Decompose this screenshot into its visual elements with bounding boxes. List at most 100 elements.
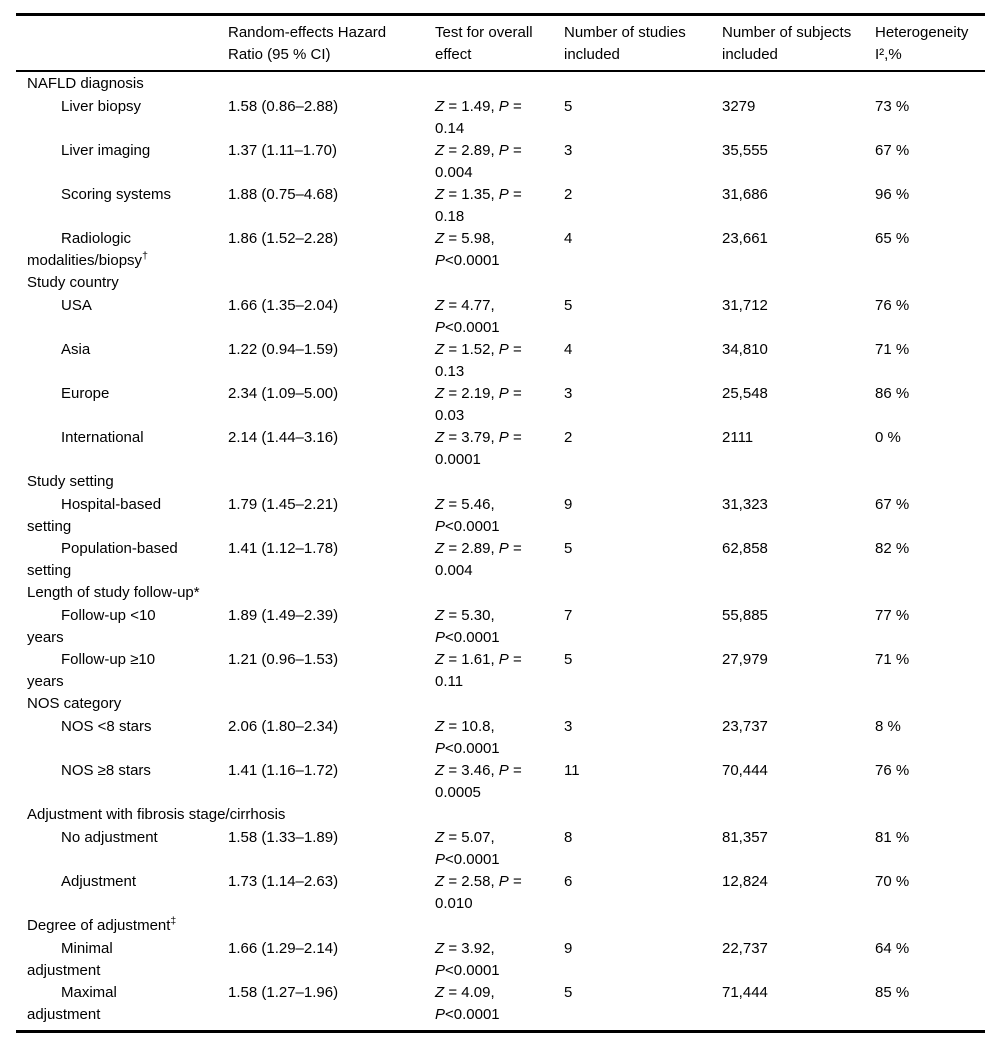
test-line: P<0.0001 [435,962,500,979]
test-line: 0.03 [435,407,465,424]
test-line: Z = 5.46, [435,496,495,513]
cell-heterogeneity: 77 % [875,607,910,624]
cell-label: Liver imaging [16,140,228,162]
cell-heterogeneity: 8 % [875,718,901,735]
label-line: years [27,673,64,690]
test-line: Z = 10.8, [435,718,495,735]
cell-label: Liver biopsy [16,96,228,118]
cell-studies: 11 [564,762,580,779]
table-body: NAFLD diagnosis Liver biopsy 1.58 (0.86–2.… [16,72,985,1026]
cell-test: Z = 10.8, P<0.0001 [435,716,564,760]
test-line: Z = 2.58, P = [435,873,522,890]
cell-hazard-ratio: 2.34 (1.09–5.00) [228,385,339,402]
cell-heterogeneity: 96 % [875,186,910,203]
cell-label: Population-based setting [16,538,228,582]
cell-studies: 3 [564,385,573,402]
cell-label: NOS <8 stars [16,716,228,738]
column-header-line: Random-effects Hazard [228,23,387,41]
test-line: 0.010 [435,895,473,912]
cell-hazard-ratio: 1.58 (1.27–1.96) [228,984,339,1001]
cell-subjects: 3279 [722,98,756,115]
column-header-subjects: Number of subjects included [722,22,875,66]
table-row: Length of study follow-up* [16,582,985,605]
test-line: 0.18 [435,208,465,225]
cell-studies: 5 [564,98,573,115]
cell-test: Z = 4.77, P<0.0001 [435,295,564,339]
label-line: Liver biopsy [61,98,142,115]
test-line: Z = 4.77, [435,297,495,314]
cell-label: NOS ≥8 stars [16,760,228,782]
cell-studies: 4 [564,341,573,358]
cell-test: Z = 1.52, P = 0.13 [435,339,564,383]
table-row: Europe 2.34 (1.09–5.00) Z = 2.19, P = 0.03 3… [16,383,985,427]
table-row: NAFLD diagnosis [16,73,985,96]
cell-subjects: 23,737 [722,718,768,735]
cell-studies: 4 [564,230,573,247]
label-line: Maximal [61,984,117,1001]
cell-subjects: 81,357 [722,829,768,846]
test-line: Z = 4.09, [435,984,495,1001]
test-line: Z = 1.49, P = [435,98,522,115]
test-line: 0.13 [435,363,465,380]
group-label: NOS category [27,695,122,712]
label-line: Liver imaging [61,142,151,159]
column-header-line: Heterogeneity [875,23,969,41]
table-row: Population-based setting 1.41 (1.12–1.78) Z… [16,538,985,582]
label-line: setting [27,562,72,579]
table-bottom-rule [16,1030,985,1033]
cell-heterogeneity: 76 % [875,762,910,779]
cell-heterogeneity: 71 % [875,341,910,358]
cell-hazard-ratio: 1.41 (1.16–1.72) [228,762,339,779]
cell-subjects: 12,824 [722,873,768,890]
label-line: Population-based [61,540,178,557]
cell-hazard-ratio: 1.73 (1.14–2.63) [228,873,339,890]
label-line: No adjustment [61,829,158,846]
table-row: Degree of adjustment‡ [16,915,985,938]
cell-label: Minimal adjustment [16,938,228,982]
cell-heterogeneity: 0 % [875,429,901,446]
cell-test: Z = 1.35, P = 0.18 [435,184,564,228]
cell-studies: 8 [564,829,573,846]
column-header-line: effect [435,45,472,63]
cell-heterogeneity: 67 % [875,496,910,513]
table-row: NOS ≥8 stars 1.41 (1.16–1.72) Z = 3.46, P … [16,760,985,804]
test-line: P<0.0001 [435,740,500,757]
table-row: No adjustment 1.58 (1.33–1.89) Z = 5.07, P<… [16,827,985,871]
table-row: Radiologic modalities/biopsy† 1.86 (1.52–2… [16,228,985,272]
cell-hazard-ratio: 1.22 (0.94–1.59) [228,341,339,358]
table-row: Liver imaging 1.37 (1.11–1.70) Z = 2.89, P… [16,140,985,184]
cell-label: Asia [16,339,228,361]
test-line: Z = 5.07, [435,829,495,846]
cell-subjects: 31,323 [722,496,768,513]
test-line: P<0.0001 [435,629,500,646]
label-line: USA [61,297,92,314]
cell-subjects: 34,810 [722,341,768,358]
column-header-hazard-ratio: Random-effects Hazard Ratio (95 % CI) [228,22,435,66]
cell-test: Z = 2.89, P = 0.004 [435,140,564,184]
cell-hazard-ratio: 1.37 (1.11–1.70) [228,142,337,159]
cell-hazard-ratio: 1.86 (1.52–2.28) [228,230,339,247]
cell-studies: 9 [564,940,573,957]
label-line: years [27,629,64,646]
table-row: Scoring systems 1.88 (0.75–4.68) Z = 1.35,… [16,184,985,228]
label-line: Adjustment [61,873,137,890]
label-line: Follow-up <10 [61,607,156,624]
cell-test: Z = 5.30, P<0.0001 [435,605,564,649]
cell-test: Z = 5.46, P<0.0001 [435,494,564,538]
cell-subjects: 23,661 [722,230,768,247]
cell-studies: 5 [564,297,573,314]
cell-test: Z = 5.07, P<0.0001 [435,827,564,871]
cell-subjects: 62,858 [722,540,768,557]
test-line: 0.0005 [435,784,481,801]
cell-label: USA [16,295,228,317]
cell-heterogeneity: 86 % [875,385,910,402]
label-line: adjustment [27,962,101,979]
test-line: Z = 1.35, P = [435,186,522,203]
table-row: Minimal adjustment 1.66 (1.29–2.14) Z = 3.9… [16,938,985,982]
cell-test: Z = 3.46, P = 0.0005 [435,760,564,804]
cell-test: Z = 2.58, P = 0.010 [435,871,564,915]
test-line: 0.0001 [435,451,481,468]
table-row: NOS <8 stars 2.06 (1.80–2.34) Z = 10.8, P<0… [16,716,985,760]
cell-heterogeneity: 81 % [875,829,910,846]
test-line: 0.004 [435,164,473,181]
